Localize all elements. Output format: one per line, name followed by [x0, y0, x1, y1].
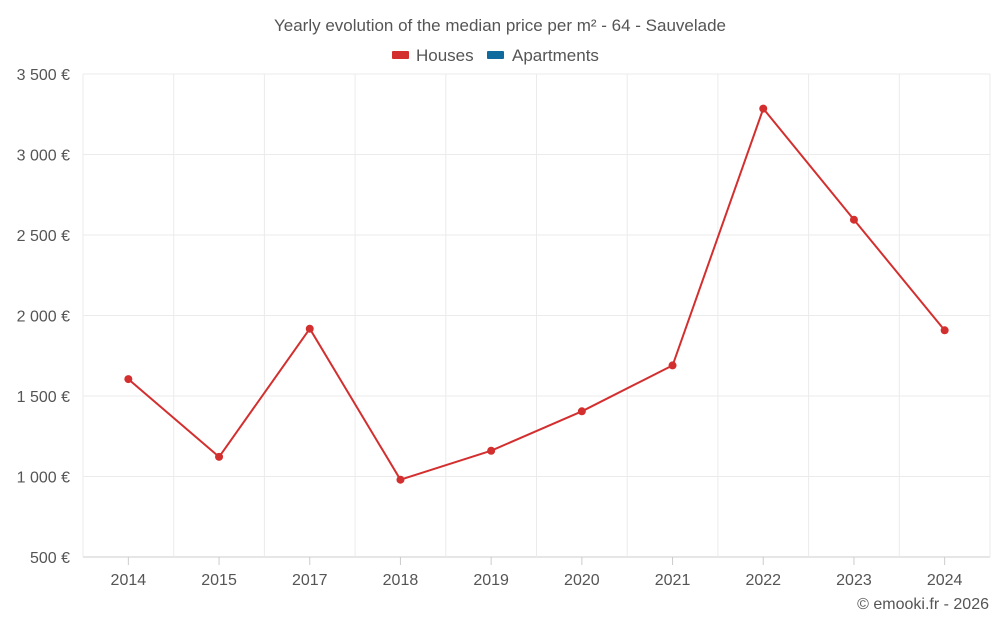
data-point[interactable] [124, 375, 133, 384]
grid [82, 73, 991, 558]
chart-title: Yearly evolution of the median price per… [274, 16, 726, 35]
data-point[interactable] [940, 326, 949, 335]
y-tick-label: 1 500 € [17, 389, 70, 406]
x-tick-label: 2022 [745, 572, 781, 589]
x-tick-label: 2014 [111, 572, 147, 589]
data-point[interactable] [487, 446, 496, 455]
y-tick-label: 2 500 € [17, 228, 70, 245]
x-tick-label: 2020 [564, 572, 600, 589]
x-tick-label: 2015 [201, 572, 237, 589]
series-houses [124, 104, 949, 484]
y-tick-label: 3 500 € [17, 67, 70, 84]
x-tick-label: 2023 [836, 572, 872, 589]
data-point[interactable] [577, 407, 586, 416]
x-tick-label: 2024 [927, 572, 963, 589]
credit-text: © emooki.fr - 2026 [857, 596, 989, 613]
x-axis: 2014 2015 2017 2018 2019 2020 2021 2022 2023 2024 [111, 557, 963, 589]
y-tick-label: 1 000 € [17, 470, 70, 487]
legend: Houses Apartments [392, 46, 599, 65]
data-point[interactable] [305, 324, 314, 333]
legend-item-houses[interactable]: Houses [392, 46, 474, 65]
data-point[interactable] [668, 361, 677, 370]
data-point[interactable] [759, 104, 768, 113]
legend-swatch-apartments [487, 51, 504, 59]
data-point[interactable] [215, 452, 224, 461]
y-tick-label: 3 000 € [17, 148, 70, 165]
y-tick-label: 2 000 € [17, 309, 70, 326]
x-tick-label: 2018 [383, 572, 419, 589]
legend-label-houses: Houses [416, 46, 474, 65]
x-tick-label: 2021 [655, 572, 691, 589]
data-point[interactable] [849, 215, 858, 224]
data-point[interactable] [396, 475, 405, 484]
legend-label-apartments: Apartments [512, 46, 599, 65]
legend-item-apartments[interactable]: Apartments [487, 46, 599, 65]
x-tick-label: 2019 [473, 572, 509, 589]
legend-swatch-houses [392, 51, 409, 59]
y-axis: 500 € 1 000 € 1 500 € 2 000 € 2 500 € 3 000 €… [17, 67, 70, 567]
x-tick-label: 2017 [292, 572, 328, 589]
series-line-houses [127, 107, 946, 481]
y-tick-label: 500 € [30, 550, 70, 567]
